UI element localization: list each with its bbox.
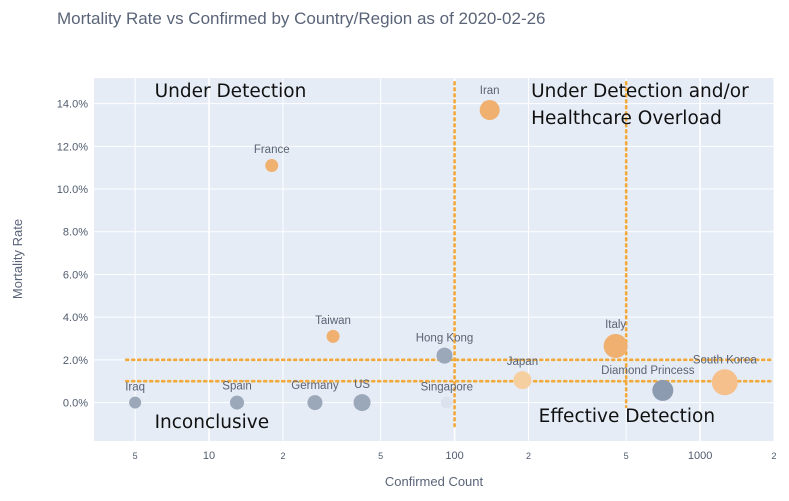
x-tick-label: 5 <box>378 451 383 461</box>
data-point[interactable] <box>479 100 500 121</box>
data-point[interactable] <box>440 396 453 409</box>
chart-title: Mortality Rate vs Confirmed by Country/R… <box>57 9 546 28</box>
data-point[interactable] <box>230 395 245 410</box>
y-axis-title: Mortality Rate <box>10 219 25 299</box>
x-tick-label: 5 <box>133 451 138 461</box>
point-label: US <box>354 379 370 391</box>
quadrant-annotation: Effective Detection <box>539 406 715 427</box>
y-tick-label: 4.0% <box>63 312 88 324</box>
point-label: Taiwan <box>315 315 351 327</box>
quadrant-annotations: Under Detection Under Detection and/or Hea… <box>155 81 750 433</box>
y-tick-label: 12.0% <box>57 141 88 153</box>
quadrant-annotation: Inconclusive <box>155 412 270 433</box>
point-label: Italy <box>605 319 626 331</box>
x-tick-label: 10 <box>203 450 215 462</box>
y-tick-label: 2.0% <box>63 355 88 367</box>
point-label: Spain <box>222 381 251 393</box>
y-axis-ticks: 0.0% 2.0% 4.0% 6.0% 8.0% 10.0% 12.0% 14.0% <box>57 99 88 410</box>
quadrant-annotation: Under Detection <box>155 81 307 102</box>
x-tick-label: 2 <box>771 451 776 461</box>
point-label: France <box>254 144 290 156</box>
quadrant-annotation: Under Detection and/or <box>531 81 749 102</box>
data-point[interactable] <box>326 329 340 343</box>
data-point[interactable] <box>307 395 323 411</box>
x-tick-label: 2 <box>280 451 285 461</box>
x-axis-title: Confirmed Count <box>385 474 484 489</box>
x-tick-label: 100 <box>445 450 463 462</box>
data-point[interactable] <box>603 333 628 358</box>
point-label: Iraq <box>125 382 145 394</box>
data-point[interactable] <box>652 379 674 401</box>
point-label: Japan <box>507 356 538 368</box>
y-tick-label: 10.0% <box>57 184 88 196</box>
data-point[interactable] <box>265 159 279 173</box>
data-point[interactable] <box>129 396 142 409</box>
y-tick-label: 6.0% <box>63 269 88 281</box>
point-label: Germany <box>291 380 339 392</box>
y-tick-label: 8.0% <box>63 227 88 239</box>
data-point[interactable] <box>711 369 738 396</box>
point-label: South Korea <box>693 354 758 366</box>
x-tick-label: 5 <box>624 451 629 461</box>
y-tick-label: 0.0% <box>63 398 88 410</box>
quadrant-annotation: Healthcare Overload <box>531 108 722 129</box>
data-points <box>129 100 738 412</box>
x-axis-ticks: 5 10 2 5 100 2 5 1000 2 <box>133 450 777 462</box>
point-label: Iran <box>480 85 500 97</box>
data-point[interactable] <box>513 371 532 390</box>
point-labels: Iraq Spain Germany US Singapore Hong Kong Japa… <box>125 85 757 394</box>
x-tick-label: 1000 <box>688 450 712 462</box>
point-label: Singapore <box>421 382 473 394</box>
x-tick-label: 2 <box>526 451 531 461</box>
point-label: Hong Kong <box>416 333 474 345</box>
point-label: Diamond Princess <box>601 365 695 377</box>
y-tick-label: 14.0% <box>57 99 88 111</box>
data-point[interactable] <box>436 347 453 364</box>
data-point[interactable] <box>353 394 371 412</box>
